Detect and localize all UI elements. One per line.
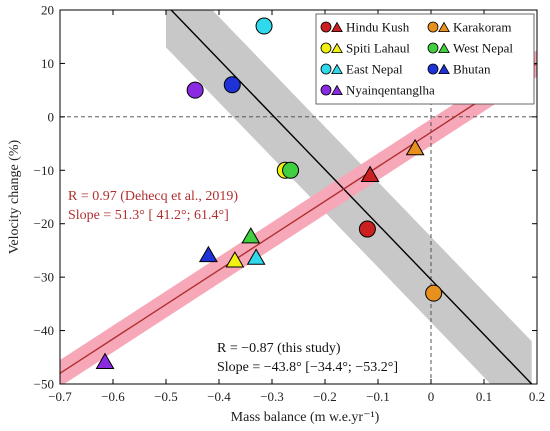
fit-line-0	[170, 10, 533, 384]
annotation-dehecq-r: R = 0.97 (Dehecq et al., 2019)	[68, 189, 238, 204]
data-points	[95, 17, 443, 369]
legend-triangle-bhutan	[438, 63, 450, 74]
legend-circle-karakoram	[427, 21, 439, 33]
y-tick-label: 0	[48, 109, 55, 124]
y-tick-label: 10	[41, 56, 54, 71]
y-tick-label: −20	[34, 216, 54, 231]
y-tick-label: −50	[34, 377, 54, 392]
point-triangle-east-nepal	[246, 248, 266, 265]
x-axis-title: Mass balance (m w.e.yr⁻¹)	[231, 410, 380, 425]
plot-frame	[59, 9, 538, 385]
legend-triangle-karakoram	[438, 21, 450, 33]
y-tick-label: 20	[41, 3, 54, 18]
point-circle-east-nepal	[255, 17, 273, 35]
legend-label-west-nepal: West Nepal	[453, 41, 513, 56]
legend-triangle-hindu-kush	[331, 21, 343, 33]
point-triangle-karakoram	[405, 138, 425, 156]
legend-label-east-nepal: East Nepal	[346, 62, 403, 77]
legend-circle-west-nepal	[427, 42, 439, 54]
x-axis-ticks: −0.7 −0.6 −0.5 −0.4 −0.3 −0.2 −0.1 0 0.1 0.2	[48, 10, 545, 404]
legend-triangle-nyainqentanglha	[331, 84, 343, 95]
legend-circle-hindu-kush	[320, 21, 332, 33]
fit-line-1	[60, 62, 537, 374]
legend-circle-spiti-lahaul	[320, 42, 332, 54]
point-circle-hindu-kush	[358, 220, 376, 238]
fit-lines	[60, 10, 537, 384]
x-tick-label: −0.1	[366, 389, 390, 404]
legend-circle-nyainqentanglha	[320, 84, 332, 96]
legend-triangle-west-nepal	[438, 42, 450, 53]
y-tick-label: −10	[34, 163, 54, 178]
legend-label-hindu-kush: Hindu Kush	[346, 20, 410, 35]
x-tick-label: −0.5	[154, 389, 178, 404]
point-circle-west-nepal	[282, 161, 300, 179]
x-tick-label: −0.2	[313, 389, 337, 404]
point-circle-bhutan	[223, 76, 241, 94]
legend-box	[315, 13, 535, 105]
x-tick-label: −0.6	[101, 389, 125, 404]
point-triangle-hindu-kush	[360, 165, 380, 182]
legend: Hindu Kush Karakoram Spiti Lahaul West Nepa…	[315, 13, 535, 105]
x-tick-label: −0.7	[48, 389, 72, 404]
x-tick-label: 0.2	[529, 389, 545, 404]
legend-label-bhutan: Bhutan	[453, 62, 491, 77]
point-triangle-spiti-lahaul	[225, 251, 245, 268]
point-triangle-nyainqentanglha	[95, 352, 115, 369]
point-circle-karakoram	[425, 284, 443, 302]
y-tick-label: −30	[34, 270, 54, 285]
legend-circle-bhutan	[427, 63, 439, 75]
x-tick-label: 0	[428, 389, 435, 404]
x-tick-label: −0.3	[260, 389, 284, 404]
legend-triangle-east-nepal	[331, 63, 343, 74]
annotation-dehecq-slope: Slope = 51.3° [ 41.2°; 61.4°]	[68, 208, 229, 223]
legend-triangle-spiti-lahaul	[331, 42, 343, 53]
legend-label-karakoram: Karakoram	[453, 20, 511, 35]
x-tick-label: 0.1	[476, 389, 492, 404]
zero-reference-lines	[60, 10, 537, 384]
point-circle-nyainqentanglha	[186, 81, 204, 99]
annotation-study-r: R = −0.87 (this study)	[217, 341, 341, 356]
point-triangle-west-nepal	[241, 227, 261, 244]
y-tick-label: −40	[34, 323, 54, 338]
y-axis-ticks: −50 −40 −30 −20 −10 0 10 20	[34, 3, 537, 392]
legend-label-nyainqentanglha: Nyainqentanglha	[346, 83, 435, 98]
annotation-study-slope: Slope = −43.8° [−34.4°; −53.2°]	[217, 360, 398, 375]
confidence-band-1	[60, 50, 537, 384]
y-axis-title: Velocity change (%)	[7, 140, 22, 255]
point-triangle-bhutan	[198, 245, 218, 263]
legend-circle-east-nepal	[320, 63, 332, 75]
legend-label-spiti-lahaul: Spiti Lahaul	[346, 41, 410, 56]
x-tick-label: −0.4	[207, 389, 231, 404]
